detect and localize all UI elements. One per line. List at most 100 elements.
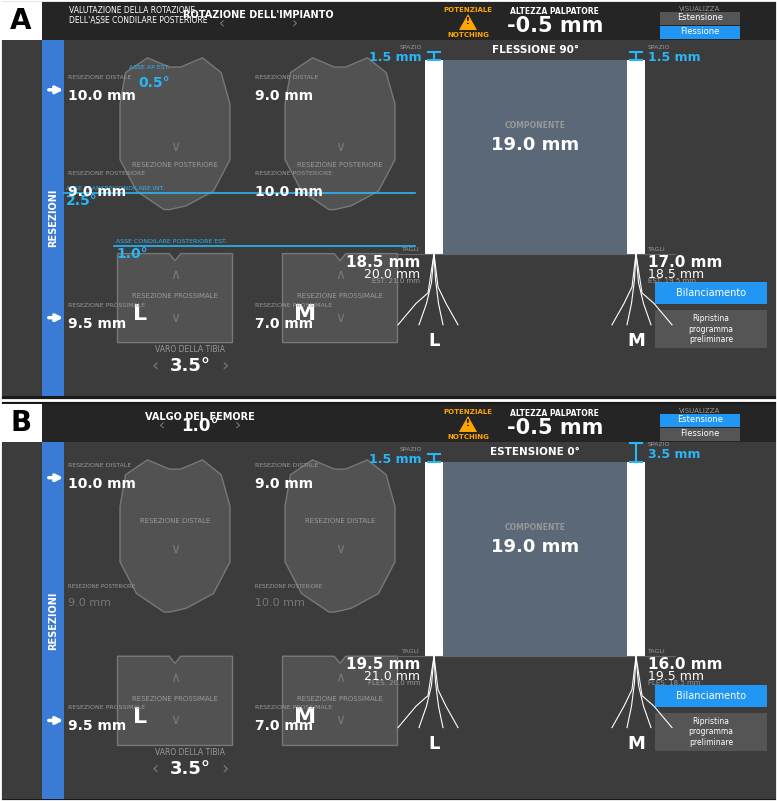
Polygon shape <box>117 656 232 746</box>
Text: SPAZIO: SPAZIO <box>399 448 422 453</box>
Text: 18.5 mm: 18.5 mm <box>648 268 704 280</box>
Text: !: ! <box>466 18 470 26</box>
Text: M: M <box>627 735 645 753</box>
Text: ∨: ∨ <box>335 714 345 727</box>
Polygon shape <box>117 254 232 343</box>
Text: POTENZIALE: POTENZIALE <box>444 7 493 13</box>
Text: ∨: ∨ <box>170 714 180 727</box>
Text: 10.0 mm: 10.0 mm <box>68 477 136 491</box>
Text: ›: › <box>292 17 298 31</box>
Bar <box>655 713 767 751</box>
Text: 19.5 mm: 19.5 mm <box>648 670 704 683</box>
Text: EST. 19.5 mm: EST. 19.5 mm <box>648 278 696 284</box>
Text: RESEZIONE DISTALE: RESEZIONE DISTALE <box>305 517 375 524</box>
Text: RESEZIONE POSTERIORE: RESEZIONE POSTERIORE <box>297 162 383 167</box>
Text: COMPONENTE: COMPONENTE <box>504 121 566 130</box>
Text: TAGLI: TAGLI <box>648 649 666 654</box>
Text: Bilanciamento: Bilanciamento <box>676 690 746 701</box>
Text: RESEZIONE DISTALE: RESEZIONE DISTALE <box>255 463 319 468</box>
Text: RESEZIONE DISTALE: RESEZIONE DISTALE <box>255 74 319 80</box>
Polygon shape <box>285 460 395 612</box>
Text: 1.5 mm: 1.5 mm <box>369 51 422 64</box>
Text: VARO DELLA TIBIA: VARO DELLA TIBIA <box>155 345 225 354</box>
Text: ∧: ∧ <box>170 268 180 282</box>
Text: ›: › <box>235 418 241 433</box>
Text: L: L <box>133 304 147 324</box>
Polygon shape <box>283 254 398 343</box>
Bar <box>425 462 443 656</box>
Text: VARO DELLA TIBIA: VARO DELLA TIBIA <box>155 748 225 757</box>
Bar <box>655 310 767 348</box>
Text: 3.5°: 3.5° <box>169 760 211 778</box>
Text: M: M <box>294 304 316 324</box>
Text: Ripristina
programma
preliminare: Ripristina programma preliminare <box>688 717 733 747</box>
Text: RESEZIONE PROSSIMALE: RESEZIONE PROSSIMALE <box>68 303 145 308</box>
Text: --°: --° <box>92 18 108 30</box>
Text: 9.0 mm: 9.0 mm <box>68 185 126 199</box>
Polygon shape <box>459 14 477 30</box>
Polygon shape <box>283 656 398 746</box>
Text: 3.5°: 3.5° <box>169 357 211 375</box>
Bar <box>42 442 64 799</box>
Text: ‹: ‹ <box>219 17 225 31</box>
Text: POTENZIALE: POTENZIALE <box>444 409 493 415</box>
Text: ›: › <box>221 357 228 375</box>
Text: 1.5 mm: 1.5 mm <box>648 51 701 64</box>
Text: VALGO DEL FEMORE: VALGO DEL FEMORE <box>145 412 255 422</box>
Text: Flessione: Flessione <box>681 27 720 37</box>
Text: TAGLI: TAGLI <box>648 247 666 252</box>
Text: TAGLI: TAGLI <box>402 649 420 654</box>
Text: RESEZIONE DISTALE: RESEZIONE DISTALE <box>140 517 211 524</box>
Bar <box>655 282 767 304</box>
Text: RESEZIONE PROSSIMALE: RESEZIONE PROSSIMALE <box>297 696 383 702</box>
Text: 9.5 mm: 9.5 mm <box>68 719 126 734</box>
Text: ‹: ‹ <box>159 418 165 433</box>
Text: SPAZIO: SPAZIO <box>648 46 671 50</box>
Text: L: L <box>133 707 147 727</box>
Text: NOTCHING: NOTCHING <box>447 434 489 440</box>
Text: DELL'ASSE CONDILARE POSTERIORE: DELL'ASSE CONDILARE POSTERIORE <box>69 16 207 25</box>
Text: ASSE AP EST.: ASSE AP EST. <box>130 65 170 70</box>
Text: ‹: ‹ <box>152 760 159 778</box>
Bar <box>660 428 740 441</box>
Bar <box>627 462 645 656</box>
Text: 7.0 mm: 7.0 mm <box>255 316 313 331</box>
Text: RESEZIONE DISTALE: RESEZIONE DISTALE <box>68 74 131 80</box>
Text: 17.0 mm: 17.0 mm <box>648 255 723 270</box>
Bar <box>0 404 42 442</box>
Text: ‹: ‹ <box>152 357 159 375</box>
Polygon shape <box>120 460 230 612</box>
Bar <box>0 2 777 40</box>
Text: B: B <box>10 409 32 437</box>
Text: ›: › <box>221 760 228 778</box>
Text: 19.0 mm: 19.0 mm <box>491 537 579 556</box>
Text: VISUALIZZA: VISUALIZZA <box>679 6 721 12</box>
Text: 10.0 mm: 10.0 mm <box>68 89 136 103</box>
Text: 9.0 mm: 9.0 mm <box>255 477 313 491</box>
Text: ASSE CONDILARE POSTERIORE EST.: ASSE CONDILARE POSTERIORE EST. <box>116 239 227 244</box>
Text: RESEZIONI: RESEZIONI <box>48 591 58 650</box>
Text: RESEZIONI: RESEZIONI <box>48 189 58 248</box>
Text: RESEZIONE POSTERIORE: RESEZIONE POSTERIORE <box>255 171 332 176</box>
Text: 3.5 mm: 3.5 mm <box>648 448 701 461</box>
Bar <box>0 2 777 396</box>
Text: 21.0 mm: 21.0 mm <box>364 670 420 683</box>
Text: -0.5 mm: -0.5 mm <box>507 418 603 438</box>
Text: COMPONENTE: COMPONENTE <box>504 523 566 532</box>
Text: 9.5 mm: 9.5 mm <box>68 316 126 331</box>
Text: VALUTAZIONE DELLA ROTAZIONE: VALUTAZIONE DELLA ROTAZIONE <box>69 6 195 15</box>
Text: ESTENSIONE 0°: ESTENSIONE 0° <box>490 447 580 457</box>
Text: 1.0°: 1.0° <box>181 417 219 435</box>
Bar <box>0 404 777 799</box>
Bar <box>42 40 64 396</box>
Text: L: L <box>428 332 440 350</box>
Text: L: L <box>428 735 440 753</box>
Text: 20.0 mm: 20.0 mm <box>364 268 420 280</box>
Text: 19.5 mm: 19.5 mm <box>346 657 420 672</box>
Text: 16.0 mm: 16.0 mm <box>648 657 723 672</box>
Text: FLES. 20.0 mm: FLES. 20.0 mm <box>368 680 420 686</box>
Text: 0.5°: 0.5° <box>138 75 170 90</box>
Polygon shape <box>285 58 395 210</box>
Text: ∨: ∨ <box>335 542 345 556</box>
Text: ALTEZZA PALPATORE: ALTEZZA PALPATORE <box>510 409 599 418</box>
